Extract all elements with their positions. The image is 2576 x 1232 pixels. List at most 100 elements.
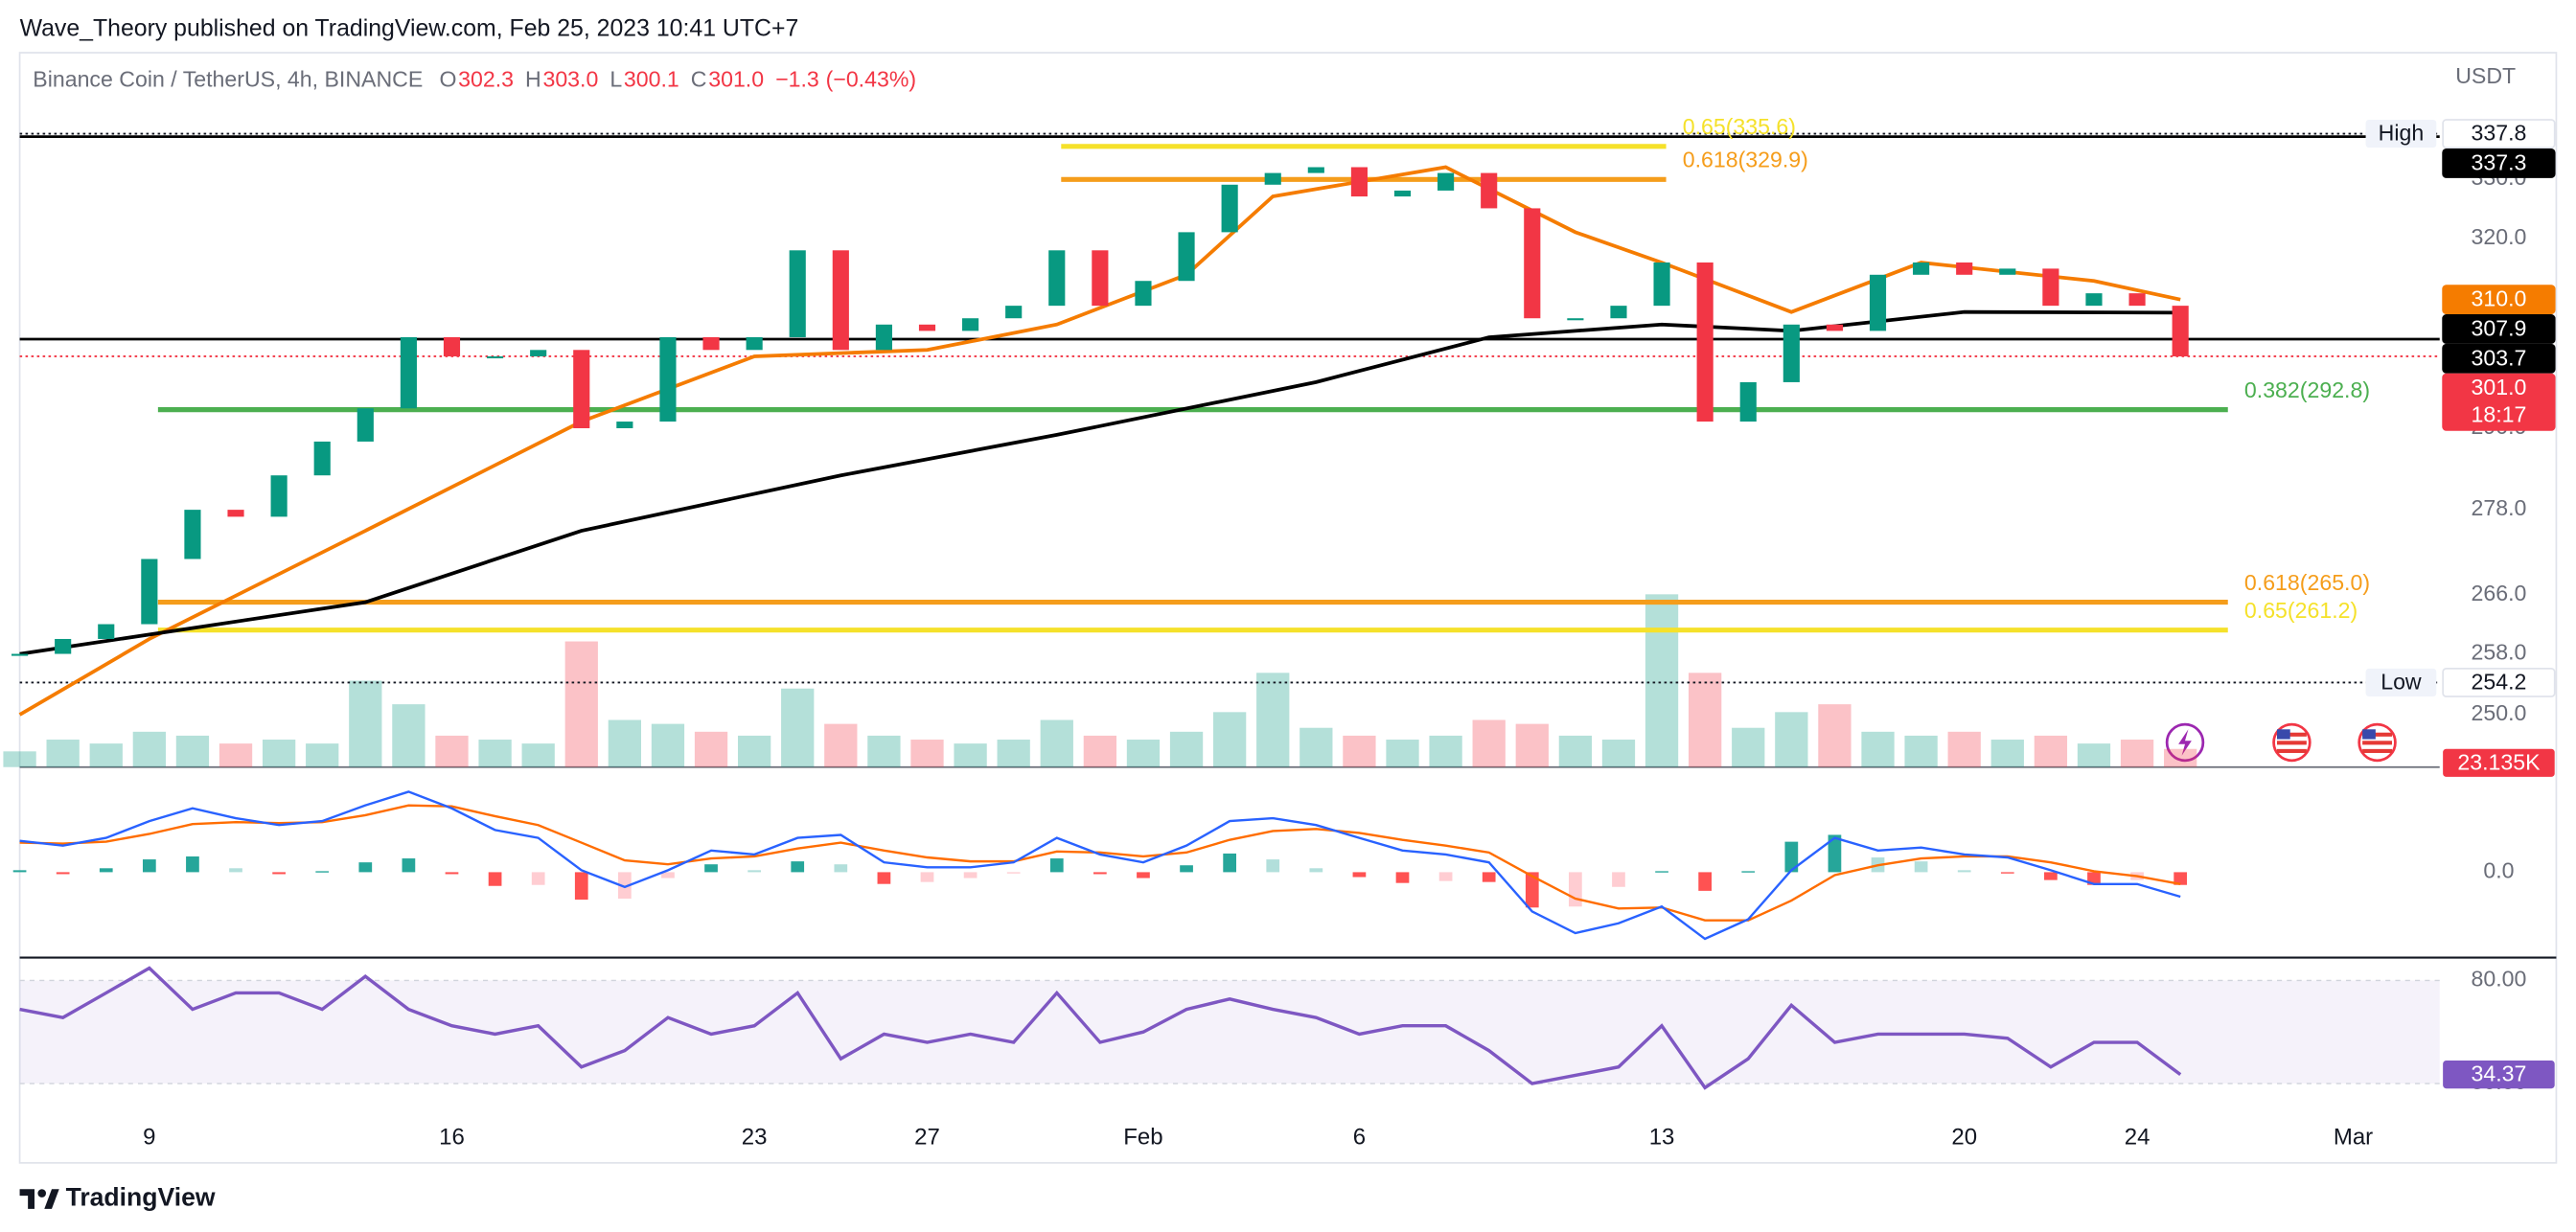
volume-bar xyxy=(306,743,339,767)
macd-tick-label: 0.0 xyxy=(2483,858,2514,883)
tag-label: 337.8 xyxy=(2471,121,2526,146)
fib-label: 0.65(335.6) xyxy=(1683,114,1796,139)
tag-box xyxy=(2442,373,2556,431)
volume-bar xyxy=(46,740,80,767)
flag-canton xyxy=(2277,729,2290,740)
volume-bar xyxy=(1947,731,1981,767)
tag-label: 307.9 xyxy=(2471,315,2526,340)
volume-bar xyxy=(1083,735,1117,767)
macd-histogram xyxy=(1482,872,1496,882)
volume-bar xyxy=(2077,743,2111,767)
rsi-line xyxy=(19,966,2182,1090)
macd-histogram xyxy=(358,862,373,873)
price-tag: 301.018:17 xyxy=(2442,373,2556,431)
currency-label: USDT xyxy=(2455,63,2516,88)
flag-stripe xyxy=(2362,741,2392,745)
y-tick-label: 278.0 xyxy=(2471,495,2526,520)
volume-bar xyxy=(1343,735,1376,767)
macd-histogram xyxy=(748,870,761,873)
candle-body xyxy=(918,324,936,331)
candle-body xyxy=(55,638,72,654)
candle-body xyxy=(1350,167,1368,197)
volume-bar xyxy=(997,740,1030,767)
candle-body xyxy=(702,337,720,351)
fib-label: 0.382(292.8) xyxy=(2244,377,2370,402)
candle-body xyxy=(659,337,677,422)
moving-average xyxy=(18,165,2181,717)
volume-bar xyxy=(1689,673,1722,767)
candle-body xyxy=(487,355,504,359)
price-tag: 307.9 xyxy=(2442,314,2556,344)
logo-part xyxy=(37,1189,46,1198)
volume-bar xyxy=(1429,735,1462,767)
x-tick-label: 16 xyxy=(439,1124,465,1150)
macd-histogram xyxy=(56,872,70,875)
macd-histogram xyxy=(1049,858,1064,873)
flag-stripe xyxy=(2362,748,2392,753)
legend-text: −1.3 xyxy=(775,66,819,91)
candle-body xyxy=(1221,184,1238,233)
macd-histogram xyxy=(99,868,113,873)
macd-histogram xyxy=(1223,853,1236,873)
candle-body xyxy=(832,250,849,351)
x-tick-label: 6 xyxy=(1353,1124,1366,1150)
candle-body xyxy=(2128,293,2146,307)
volume-bar xyxy=(608,719,641,767)
macd-histogram xyxy=(1180,865,1193,873)
legend-text: 303.0 xyxy=(542,66,598,91)
volume-bar xyxy=(651,723,685,767)
volume-bar xyxy=(954,743,987,767)
price-tag: 337.8 High xyxy=(2365,119,2556,149)
tag-label: 303.7 xyxy=(2471,345,2526,370)
macd-histogram xyxy=(272,872,286,875)
candle-body xyxy=(1092,250,1109,307)
volume-bar xyxy=(564,641,598,767)
macd-histogram xyxy=(920,872,934,882)
volume-bar xyxy=(824,723,858,767)
tag-label: 301.0 xyxy=(2471,375,2526,399)
candle-body xyxy=(1524,208,1541,319)
fib-label: 0.65(261.2) xyxy=(2244,598,2358,623)
y-tick-label: 250.0 xyxy=(2471,700,2526,725)
x-tick-label: Feb xyxy=(1123,1124,1162,1150)
flag-stripe xyxy=(2277,732,2307,737)
rsi-band xyxy=(19,980,2440,1084)
volume-bar xyxy=(1990,740,2024,767)
macd-histogram xyxy=(1266,859,1280,873)
volume-bar xyxy=(737,735,771,767)
x-tick-label: 13 xyxy=(1649,1124,1675,1150)
macd-histogram xyxy=(1006,872,1021,874)
candle-body xyxy=(1739,381,1757,422)
candle-body xyxy=(1264,172,1281,185)
candle-body xyxy=(1826,324,1843,331)
candle-body xyxy=(1782,324,1800,382)
candle-body xyxy=(227,510,244,517)
flag-canton xyxy=(2362,729,2376,740)
volume-bar xyxy=(3,751,36,767)
legend-text: C xyxy=(691,66,707,91)
candle-body xyxy=(875,324,892,351)
volume-bar xyxy=(1818,704,1852,767)
macd-histogram xyxy=(1698,872,1713,891)
y-tick-label: 320.0 xyxy=(2471,224,2526,249)
moving-average xyxy=(19,309,2181,656)
volume-bar xyxy=(1601,740,1636,767)
candle-body xyxy=(184,510,201,559)
flag-icon xyxy=(2358,722,2397,763)
published-line: Wave_Theory published on TradingView.com… xyxy=(20,16,799,42)
macd-histogram xyxy=(315,871,330,873)
tag-box xyxy=(2442,119,2556,149)
candle-body xyxy=(313,441,331,476)
volume-bar xyxy=(1904,735,1938,767)
tag-caption-box xyxy=(2365,120,2437,148)
legend-text: H xyxy=(525,66,541,91)
macd-histogram xyxy=(661,872,675,878)
candle-body xyxy=(1307,167,1324,173)
volume-bar xyxy=(1213,712,1247,767)
candle-body xyxy=(1481,172,1498,209)
volume-bar xyxy=(1040,719,1073,767)
fib-label: 0.618(329.9) xyxy=(1683,148,1808,172)
macd-histogram xyxy=(531,872,545,885)
volume-bar xyxy=(2034,735,2068,767)
